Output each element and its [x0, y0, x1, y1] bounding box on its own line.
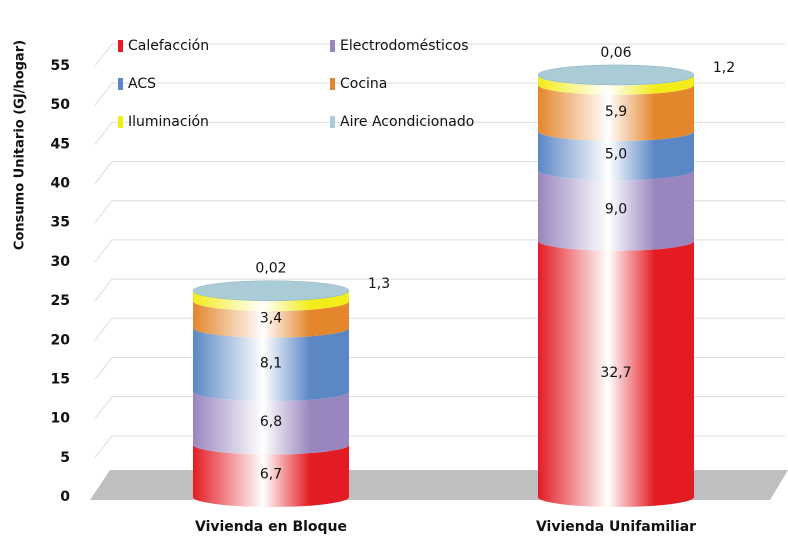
y-tick-label: 20	[51, 332, 71, 348]
value-label: 32,7	[600, 365, 631, 381]
y-tick-label: 30	[51, 254, 71, 270]
value-label: 0,06	[600, 45, 631, 61]
grid-line	[94, 161, 113, 184]
cylinder-segment	[538, 75, 694, 95]
value-label: 1,2	[713, 60, 735, 76]
legend-label: Cocina	[340, 76, 387, 92]
legend-label: Iluminación	[128, 114, 209, 130]
value-label: 0,02	[255, 261, 286, 277]
cylinder-top	[537, 64, 695, 86]
legend-swatch	[118, 116, 123, 128]
x-tick-label: Vivienda en Bloque	[195, 519, 347, 535]
y-tick-label: 40	[51, 176, 71, 192]
legend-swatch	[330, 78, 335, 90]
cylinder-segment	[193, 391, 349, 455]
y-tick-label: 55	[51, 58, 70, 74]
value-label: 6,7	[260, 467, 282, 483]
cylinder-segment	[538, 84, 694, 142]
value-label: 8,1	[260, 355, 282, 371]
y-axis-title: Consumo Unitario (GJ/hogar)	[13, 40, 28, 250]
cylinder-top	[192, 280, 350, 301]
legend-label: ACS	[128, 76, 156, 92]
legend-label: Electrodomésticos	[340, 38, 468, 54]
value-label: 6,8	[260, 414, 282, 430]
grid-line	[94, 122, 113, 145]
value-label: 9,0	[605, 201, 627, 217]
y-tick-label: 35	[51, 215, 70, 231]
cylinder-segment	[538, 170, 694, 251]
grid-line	[94, 43, 113, 67]
legend-swatch	[118, 40, 123, 52]
legend-swatch	[118, 78, 123, 90]
value-label: 5,0	[605, 147, 627, 163]
legend-label: Calefacción	[128, 38, 209, 54]
cylinder-segment	[193, 327, 349, 402]
y-tick-label: 0	[60, 489, 70, 505]
legend-label: Aire Acondicionado	[340, 114, 474, 130]
y-tick-label: 25	[51, 293, 70, 309]
grid-line	[94, 396, 113, 419]
grid-line	[94, 278, 113, 302]
grid-line	[94, 82, 113, 106]
cylinder-segment	[193, 290, 349, 312]
grid-line	[94, 200, 113, 224]
cylinder-segment	[193, 444, 349, 507]
cylinder-segment	[538, 131, 694, 181]
x-tick-label: Vivienda Unifamiliar	[536, 519, 696, 535]
y-tick-label: 15	[51, 371, 70, 387]
cylinder-segment	[538, 240, 694, 507]
y-tick-label: 50	[51, 97, 71, 113]
y-tick-label: 45	[51, 136, 70, 152]
cylinder-segment	[193, 301, 349, 338]
grid-line	[94, 435, 113, 459]
value-label: 1,3	[368, 276, 390, 292]
y-tick-label: 5	[60, 450, 70, 466]
legend-swatch	[330, 116, 335, 128]
value-label: 5,9	[605, 104, 627, 120]
legend-swatch	[330, 40, 335, 52]
grid-line	[94, 239, 113, 263]
y-tick-label: 10	[51, 411, 71, 427]
grid-line	[94, 357, 113, 380]
grid-line	[94, 317, 113, 341]
value-label: 3,4	[260, 310, 282, 326]
